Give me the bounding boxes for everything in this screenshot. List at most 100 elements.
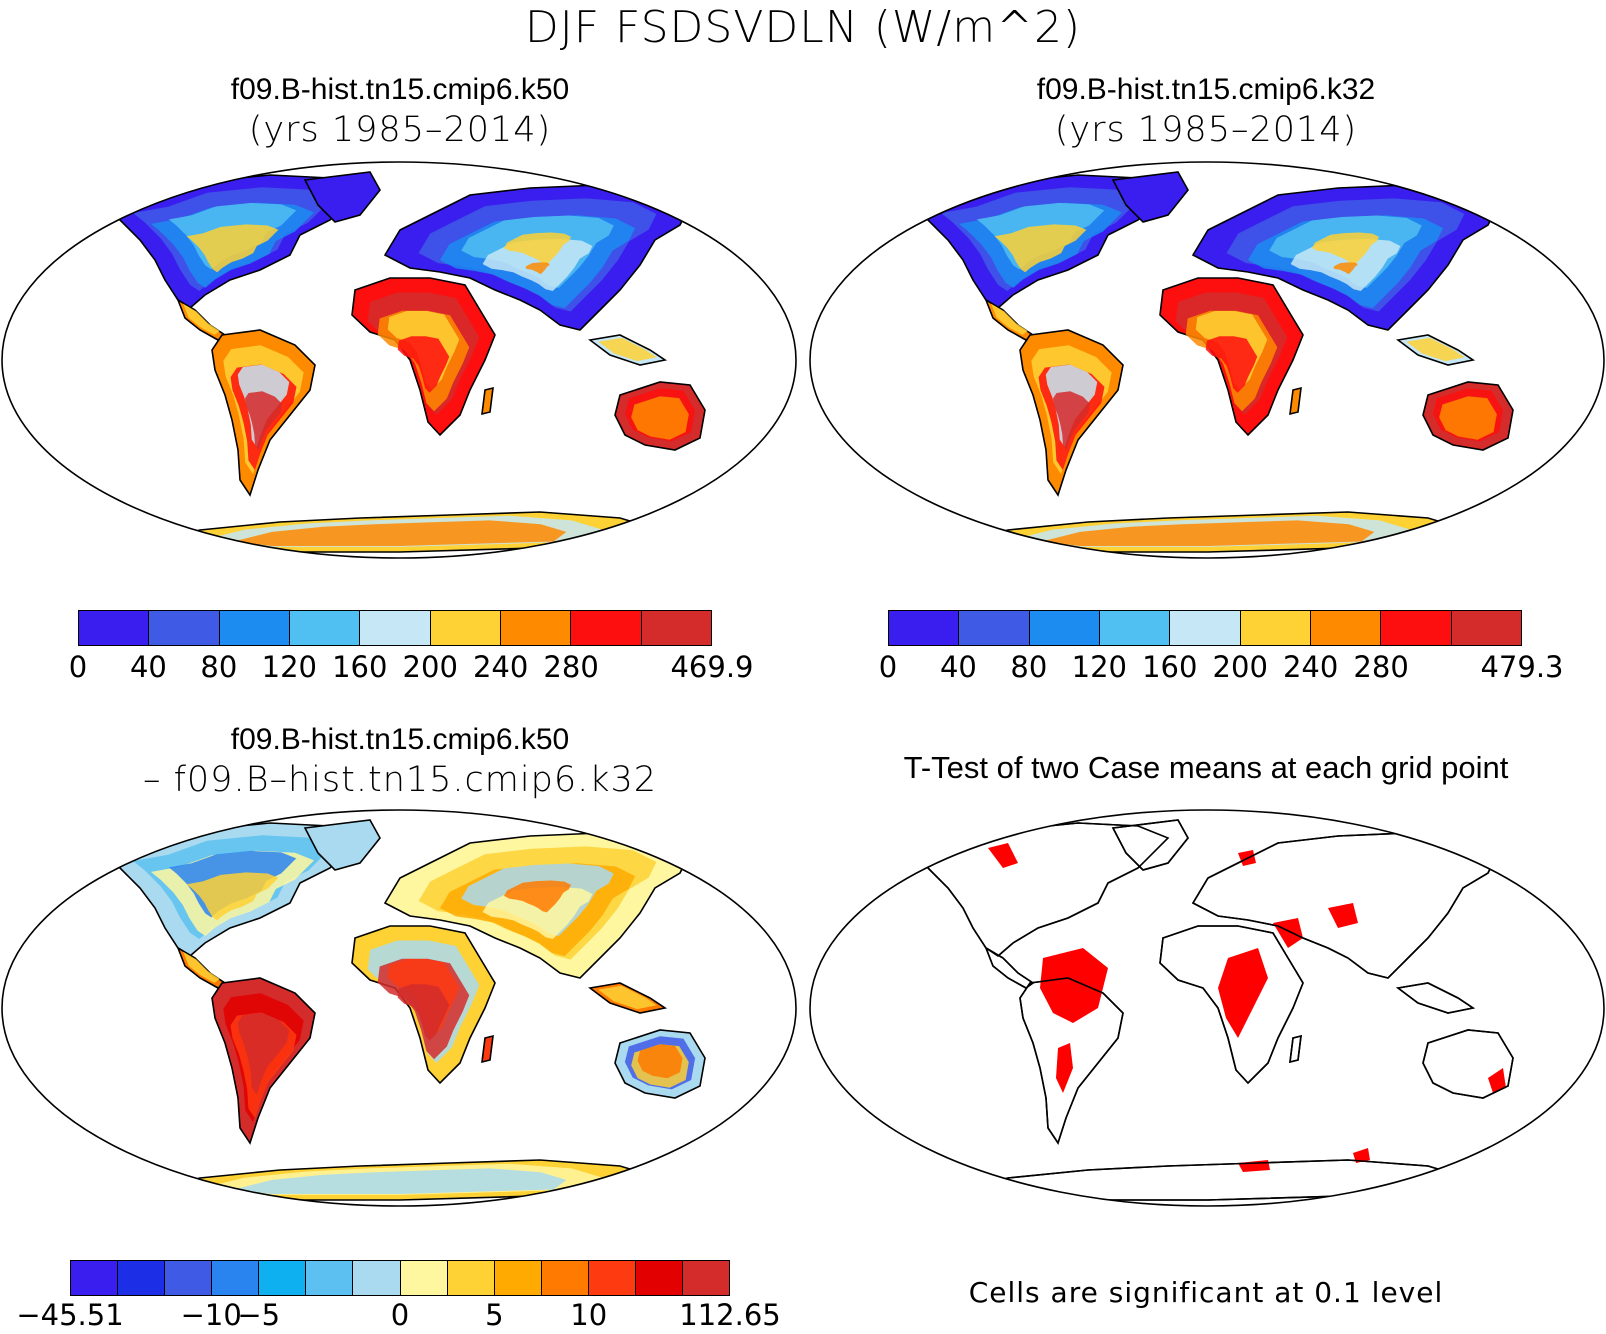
field-patch — [637, 1044, 683, 1079]
colorbar-tick-label: 80 — [200, 650, 238, 684]
colorbar-top-right — [888, 610, 1522, 646]
field-patch — [1052, 391, 1091, 451]
colorbar-swatch — [1451, 611, 1521, 645]
colorbar-swatch — [641, 611, 711, 645]
colorbar-swatch — [259, 1261, 307, 1295]
colorbar-swatch — [353, 1261, 401, 1295]
colorbar-tick-label: 5 — [485, 1298, 504, 1332]
coastline — [1396, 982, 1476, 1014]
coastline — [1159, 925, 1304, 1085]
colorbar-tick-label: 160 — [1142, 650, 1198, 684]
panel-title-top-left: f09.B-hist.tn15.cmip6.k50 (yrs 1985–2014… — [0, 70, 800, 150]
colorbar-swatch — [165, 1261, 213, 1295]
map-border — [1, 161, 797, 559]
colorbar-tick-label: −5 — [237, 1298, 281, 1332]
map-border — [809, 809, 1605, 1207]
colorbar-swatch — [500, 611, 572, 645]
field-patch — [598, 337, 657, 362]
colorbar-swatch — [289, 611, 361, 645]
colorbar-tick-label: 479.3 — [1480, 650, 1564, 684]
field-patch — [1205, 336, 1258, 393]
colorbar-swatch — [219, 611, 290, 645]
coastline — [947, 1159, 1470, 1201]
madagascar-region — [1289, 386, 1302, 416]
colorbar-swatch — [1240, 611, 1311, 645]
significant-cells — [1273, 918, 1303, 948]
field-patch — [525, 262, 550, 274]
colorbar-tick-label: 120 — [261, 650, 318, 684]
coastline — [1191, 832, 1500, 979]
coastline — [1019, 977, 1124, 1145]
colorbar-swatch — [306, 1261, 354, 1295]
field-patch — [183, 303, 220, 335]
colorbar-swatch — [447, 1261, 495, 1295]
colorbar-swatch — [118, 1261, 166, 1295]
coastline — [1289, 1034, 1302, 1064]
field-patch — [183, 951, 220, 983]
colorbar-labels-top-right: 0 40 80 120 160 200 240 280 479.3 — [879, 650, 1564, 686]
field-patch — [233, 520, 567, 546]
map-border — [1, 809, 797, 1207]
colorbar-tick-label: 40 — [129, 650, 167, 684]
colorbar-tick-label: 0 — [390, 1298, 410, 1332]
field-patch — [397, 336, 450, 393]
colorbar-swatch — [149, 611, 220, 645]
colorbar-tick-label: −45.51 — [16, 1298, 124, 1332]
colorbar-swatch — [400, 1261, 448, 1295]
colorbar-top-left — [78, 610, 712, 646]
field-patch — [994, 224, 1087, 273]
colorbar-tick-label: 160 — [332, 650, 388, 684]
greenland-region — [1111, 171, 1189, 223]
field-patch — [503, 232, 572, 265]
colorbar-swatch — [683, 1261, 730, 1295]
field-patch — [244, 391, 283, 451]
figure-title: DJF FSDSVDLN (W/m^2) — [524, 2, 1082, 53]
field-patch — [1311, 232, 1380, 265]
colorbar-tick-label: 280 — [543, 650, 599, 684]
field-patch — [631, 396, 689, 440]
colorbar-tick-label: −10 — [180, 1298, 242, 1332]
map-bottom-left — [1, 809, 797, 1207]
colorbar-tick-label: 469.9 — [670, 650, 754, 684]
case-name-k32: f09.B-hist.tn15.cmip6.k32 — [1036, 73, 1376, 106]
map-top-right — [809, 161, 1605, 559]
coastline — [984, 946, 1035, 989]
significant-cells — [988, 843, 1018, 868]
colorbar-swatch — [1310, 611, 1382, 645]
significant-cells — [1056, 1043, 1073, 1093]
field-patch — [233, 1168, 567, 1194]
colorbar-swatch — [889, 611, 960, 645]
map-top-left — [1, 161, 797, 559]
field-patch — [1333, 262, 1358, 274]
field-patch — [503, 880, 572, 913]
significant-cells — [1328, 903, 1358, 928]
colorbar-swatch — [959, 611, 1030, 645]
colorbar-swatch — [430, 611, 501, 645]
colorbar-tick-label: 40 — [939, 650, 977, 684]
colorbar-swatch — [79, 611, 150, 645]
coastline — [1111, 819, 1189, 871]
case-name-k50: f09.B-hist.tn15.cmip6.k50 — [230, 723, 570, 756]
colorbar-swatch — [212, 1261, 260, 1295]
colorbar-tick-label: 80 — [1010, 650, 1048, 684]
colorbar-swatch — [1029, 611, 1100, 645]
significant-cells — [1040, 948, 1108, 1023]
panel-title-bottom-left: f09.B-hist.tn15.cmip6.k50 – f09.B–hist.t… — [0, 720, 800, 800]
field-patch — [482, 886, 593, 940]
case-name-k50: f09.B-hist.tn15.cmip6.k50 — [230, 73, 570, 106]
colorbar-tick-label: 0 — [68, 650, 88, 684]
colorbar-tick-label: 280 — [1353, 650, 1409, 684]
field-patch — [598, 985, 657, 1010]
colorbar-swatch — [588, 1261, 636, 1295]
field-patch — [991, 303, 1028, 335]
colorbar-labels-bottom-left: −45.51 −10 −5 0 5 10 112.65 — [16, 1298, 780, 1334]
central-america-region — [984, 946, 1035, 989]
panel-title-bottom-right: T-Test of two Case means at each grid po… — [903, 750, 1509, 785]
colorbar-tick-label: 0 — [878, 650, 898, 684]
panel-title-top-right: f09.B-hist.tn15.cmip6.k32 (yrs 1985–2014… — [806, 70, 1606, 150]
colorbar-swatch — [1381, 611, 1452, 645]
field-patch — [1439, 396, 1497, 440]
field-patch — [1041, 520, 1375, 546]
colorbar-tick-label: 200 — [402, 650, 458, 684]
map-border — [809, 161, 1605, 559]
